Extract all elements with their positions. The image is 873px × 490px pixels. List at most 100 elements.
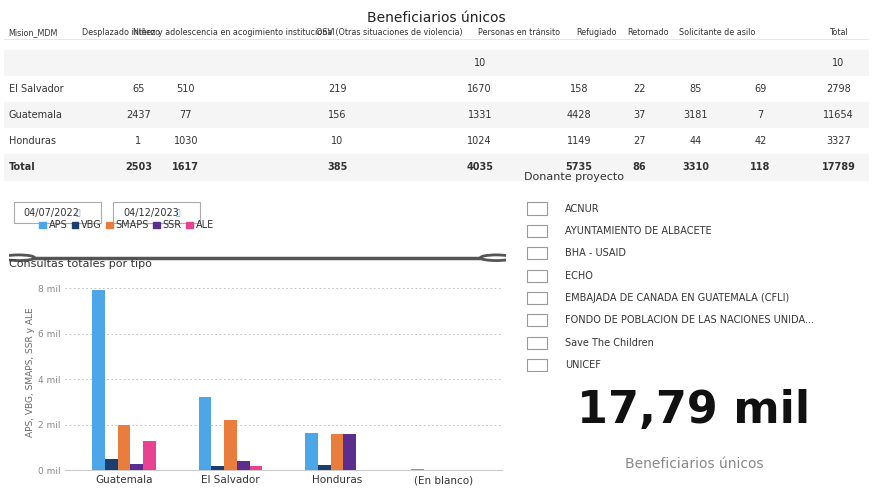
Circle shape: [480, 255, 512, 261]
Bar: [237, 461, 250, 470]
Legend: APS, VBG, SMAPS, SSR, ALE: APS, VBG, SMAPS, SSR, ALE: [36, 217, 217, 234]
Text: 44: 44: [690, 136, 702, 146]
Text: 5735: 5735: [566, 162, 593, 172]
Bar: [130, 464, 143, 470]
Text: 85: 85: [690, 84, 702, 94]
Text: 10: 10: [331, 136, 343, 146]
FancyBboxPatch shape: [527, 202, 547, 215]
Text: 1670: 1670: [467, 84, 492, 94]
Text: 37: 37: [634, 110, 646, 120]
Text: Refugiado: Refugiado: [576, 28, 616, 37]
Text: 118: 118: [751, 162, 771, 172]
Text: 86: 86: [633, 162, 646, 172]
FancyBboxPatch shape: [527, 247, 547, 259]
Text: 158: 158: [570, 84, 588, 94]
Text: Total: Total: [829, 28, 848, 37]
Text: EMBAJADA DE CANADA EN GUATEMALA (CFLI): EMBAJADA DE CANADA EN GUATEMALA (CFLI): [565, 293, 789, 303]
Bar: [4, 102, 869, 128]
Text: 1617: 1617: [172, 162, 199, 172]
Text: Save The Children: Save The Children: [565, 338, 654, 347]
Text: 📅: 📅: [175, 208, 180, 217]
Text: 1024: 1024: [467, 136, 492, 146]
Bar: [4, 154, 869, 180]
Bar: [211, 466, 224, 470]
Text: 65: 65: [132, 84, 145, 94]
Bar: [118, 425, 130, 470]
Bar: [143, 441, 156, 470]
FancyBboxPatch shape: [527, 292, 547, 304]
Circle shape: [3, 255, 35, 261]
Text: 1030: 1030: [174, 136, 198, 146]
Text: 156: 156: [328, 110, 347, 120]
Bar: [4, 128, 869, 154]
FancyBboxPatch shape: [527, 270, 547, 282]
Text: 2798: 2798: [826, 84, 851, 94]
Text: UNICEF: UNICEF: [565, 360, 601, 370]
Text: 219: 219: [328, 84, 347, 94]
Text: OSV (Otras situaciones de violencia): OSV (Otras situaciones de violencia): [316, 28, 463, 37]
Text: 4035: 4035: [466, 162, 493, 172]
Text: 27: 27: [633, 136, 646, 146]
Text: 4428: 4428: [567, 110, 591, 120]
Text: AYUNTAMIENTO DE ALBACETE: AYUNTAMIENTO DE ALBACETE: [565, 226, 711, 236]
FancyBboxPatch shape: [527, 225, 547, 237]
Text: 04/12/2023: 04/12/2023: [123, 208, 179, 218]
Bar: [343, 434, 356, 470]
Text: Donante proyecto: Donante proyecto: [524, 172, 624, 182]
Text: ECHO: ECHO: [565, 270, 593, 281]
Text: 2437: 2437: [126, 110, 151, 120]
Text: 1149: 1149: [567, 136, 591, 146]
Text: 1: 1: [135, 136, 141, 146]
Text: 3327: 3327: [826, 136, 851, 146]
Text: ACNUR: ACNUR: [565, 203, 599, 214]
Text: Honduras: Honduras: [9, 136, 56, 146]
FancyBboxPatch shape: [527, 337, 547, 349]
Text: 17789: 17789: [821, 162, 856, 172]
Bar: [105, 459, 118, 470]
Text: 69: 69: [754, 84, 766, 94]
Text: Consultas totales por tipo: Consultas totales por tipo: [9, 259, 152, 269]
Text: 1331: 1331: [467, 110, 492, 120]
Text: Solicitante de asilo: Solicitante de asilo: [679, 28, 755, 37]
FancyBboxPatch shape: [527, 359, 547, 371]
Text: Beneficiarios únicos: Beneficiarios únicos: [368, 11, 505, 25]
Text: Mision_MDM: Mision_MDM: [9, 28, 58, 37]
Y-axis label: APS, VBG, SMAPS, SSR y ALE: APS, VBG, SMAPS, SSR y ALE: [26, 308, 35, 437]
Bar: [318, 465, 331, 470]
Bar: [4, 50, 869, 76]
Text: 77: 77: [180, 110, 192, 120]
Bar: [92, 291, 105, 470]
Bar: [224, 420, 237, 470]
Bar: [411, 469, 424, 470]
Bar: [305, 433, 318, 470]
FancyBboxPatch shape: [113, 202, 200, 223]
Text: Guatemala: Guatemala: [9, 110, 63, 120]
FancyBboxPatch shape: [527, 314, 547, 326]
Text: 📅: 📅: [76, 208, 80, 217]
Text: 7: 7: [758, 110, 764, 120]
Text: 3181: 3181: [684, 110, 708, 120]
Bar: [4, 76, 869, 102]
Bar: [331, 434, 343, 470]
Text: 3310: 3310: [683, 162, 709, 172]
Text: 2503: 2503: [125, 162, 152, 172]
Text: 11654: 11654: [823, 110, 854, 120]
Text: 385: 385: [327, 162, 347, 172]
Bar: [198, 397, 211, 470]
Text: El Salvador: El Salvador: [9, 84, 64, 94]
Text: 10: 10: [832, 58, 844, 68]
Text: 22: 22: [633, 84, 646, 94]
Text: 42: 42: [754, 136, 766, 146]
Text: 04/07/2022: 04/07/2022: [24, 208, 79, 218]
FancyBboxPatch shape: [14, 202, 100, 223]
Text: Beneficiarios únicos: Beneficiarios únicos: [625, 457, 763, 471]
Text: 17,79 mil: 17,79 mil: [577, 389, 811, 432]
Text: BHA - USAID: BHA - USAID: [565, 248, 626, 258]
Bar: [4, 24, 869, 39]
Text: Desplazado interno: Desplazado interno: [82, 28, 160, 37]
Text: 10: 10: [473, 58, 486, 68]
Text: Retornado: Retornado: [628, 28, 669, 37]
Bar: [250, 466, 263, 470]
Text: 510: 510: [176, 84, 195, 94]
Text: FONDO DE POBLACION DE LAS NACIONES UNIDA...: FONDO DE POBLACION DE LAS NACIONES UNIDA…: [565, 315, 814, 325]
